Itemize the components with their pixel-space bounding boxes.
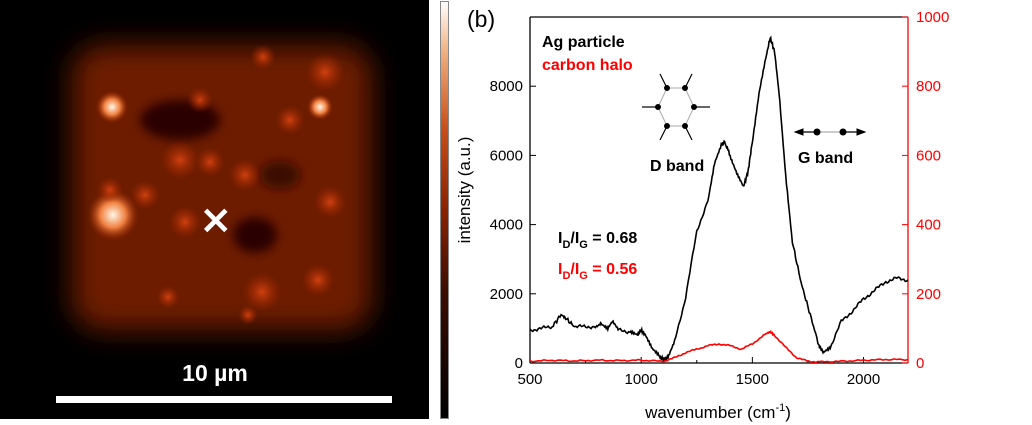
intensity-hotspot xyxy=(97,177,123,203)
intensity-hotspot xyxy=(275,105,305,135)
panel-label: (b) xyxy=(467,6,495,32)
y-right-tick-label: 800 xyxy=(916,78,941,95)
y-right-tick-label: 200 xyxy=(916,286,941,303)
intensity-hotspot xyxy=(238,305,258,325)
y-left-tick-label: 8000 xyxy=(490,78,523,95)
intensity-hotspot xyxy=(229,159,261,191)
d-band-breathing-mode-icon xyxy=(642,73,710,141)
g-band-stretching-mode-icon xyxy=(793,128,867,136)
intensity-hotspot xyxy=(87,189,139,241)
g-band-label: G band xyxy=(798,150,853,167)
intensity-hotspot xyxy=(242,272,282,312)
d-band-label: D band xyxy=(650,158,704,175)
scale-bar-label: 10 µm xyxy=(182,360,248,386)
y-left-tick-label: 0 xyxy=(515,355,523,372)
intensity-hotspot xyxy=(250,44,276,70)
x-tick-label: 1000 xyxy=(624,371,657,388)
legend-carbon-halo: carbon halo xyxy=(542,57,633,74)
intensity-hotspot xyxy=(160,140,200,180)
intensity-hotspot xyxy=(314,186,346,218)
intensity-hotspot xyxy=(130,180,160,210)
heatmap-image xyxy=(72,44,372,330)
series-carbon-halo xyxy=(529,329,909,364)
intensity-hotspot xyxy=(169,206,201,238)
intensity-hotspot xyxy=(305,52,345,92)
legend-ag-particle: Ag particle xyxy=(542,34,625,51)
intensity-hotspot xyxy=(195,147,225,177)
colorbar-label: intensity (a.u.) xyxy=(455,137,474,244)
x-tick-label: 2000 xyxy=(847,371,880,388)
ratio-halo: ID/IG = 0.56 xyxy=(558,261,637,282)
intensity-hotspot xyxy=(187,87,213,113)
intensity-hotspot xyxy=(307,94,333,120)
y-left-tick-label: 2000 xyxy=(490,286,523,303)
y-left-tick-label: 6000 xyxy=(490,147,523,164)
x-axis-label: wavenumber (cm-1) xyxy=(644,402,791,422)
scale-bar xyxy=(56,396,392,403)
x-tick-label: 1500 xyxy=(736,371,769,388)
intensity-hotspot xyxy=(96,91,128,123)
series-ag-particle xyxy=(529,35,909,362)
x-tick-label: 500 xyxy=(517,371,542,388)
cross-marker: × xyxy=(199,197,233,243)
intensity-hotspot xyxy=(156,285,180,309)
y-right-tick-label: 400 xyxy=(916,217,941,234)
raman-intensity-map: × 10 µm xyxy=(0,0,429,419)
intensity-hotspot xyxy=(302,264,334,296)
y-left-tick-label: 4000 xyxy=(490,217,523,234)
y-right-tick-label: 600 xyxy=(916,147,941,164)
y-right-tick-label: 0 xyxy=(916,355,924,372)
y-right-tick-label: 1000 xyxy=(916,9,949,26)
colorbar xyxy=(440,1,449,419)
ratio-ag: ID/IG = 0.68 xyxy=(558,230,637,251)
